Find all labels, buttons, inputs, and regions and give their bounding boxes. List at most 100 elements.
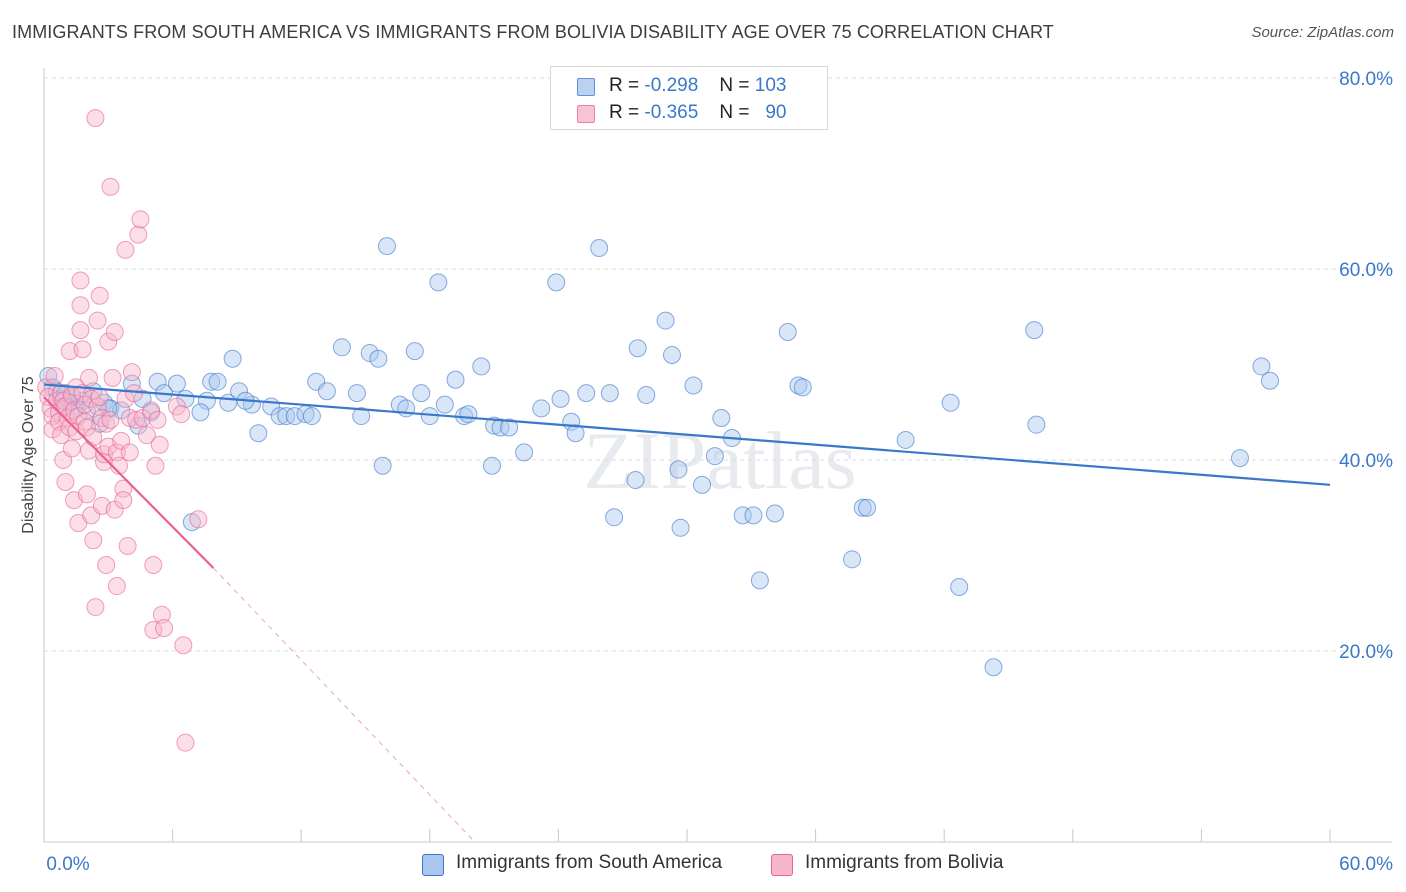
point-bolivia <box>45 366 64 385</box>
point-bolivia <box>99 332 118 351</box>
point-south-america <box>590 238 609 257</box>
point-bolivia <box>116 240 135 259</box>
y-tick-label: 80.0% <box>1339 69 1393 90</box>
point-south-america <box>712 408 731 427</box>
point-bolivia <box>152 605 171 624</box>
point-bolivia <box>101 410 120 429</box>
point-south-america <box>369 349 388 368</box>
r-label: R = <box>609 75 640 96</box>
point-south-america <box>377 237 396 256</box>
point-bolivia <box>137 426 156 445</box>
point-south-america <box>500 418 519 437</box>
point-south-america <box>429 273 448 292</box>
point-south-america <box>482 456 501 475</box>
point-south-america <box>459 405 478 424</box>
point-bolivia <box>90 387 109 406</box>
trend-line-bolivia-extension <box>212 567 476 843</box>
point-bolivia <box>144 556 163 575</box>
point-south-america <box>626 471 645 490</box>
trend-line-south-america <box>43 383 1331 486</box>
point-south-america <box>202 372 221 391</box>
point-bolivia <box>142 401 161 420</box>
point-south-america <box>858 498 877 517</box>
point-south-america <box>472 357 491 376</box>
legend-swatch-pink <box>577 105 595 123</box>
point-bolivia <box>114 491 133 510</box>
point-south-america <box>249 424 268 443</box>
point-bolivia <box>86 598 105 617</box>
point-south-america <box>223 349 242 368</box>
point-bolivia <box>88 311 107 330</box>
point-south-america <box>793 378 812 397</box>
point-south-america <box>332 338 351 357</box>
point-bolivia <box>73 340 92 359</box>
point-south-america <box>896 430 915 449</box>
point-bolivia <box>172 405 191 424</box>
axes <box>43 68 1392 843</box>
point-south-america <box>853 498 872 517</box>
point-bolivia <box>71 271 90 290</box>
point-bolivia <box>56 397 75 416</box>
point-south-america <box>733 506 752 525</box>
legend-label: Immigrants from Bolivia <box>805 852 1004 873</box>
point-south-america <box>1230 449 1249 468</box>
point-bolivia <box>105 323 124 342</box>
point-south-america <box>317 382 336 401</box>
point-bolivia <box>150 435 169 454</box>
point-bolivia <box>62 439 81 458</box>
y-axis-label: Disability Age Over 75 <box>20 376 37 534</box>
point-south-america <box>744 506 763 525</box>
point-south-america <box>843 550 862 569</box>
point-south-america <box>435 395 454 414</box>
trend-line-bolivia <box>43 396 215 569</box>
point-south-america <box>684 376 703 395</box>
n-label: N = <box>719 102 750 123</box>
point-south-america <box>577 384 596 403</box>
point-bolivia <box>80 368 99 387</box>
point-bolivia <box>176 733 195 752</box>
point-bolivia <box>120 443 139 462</box>
y-tick-label: 40.0% <box>1339 451 1393 472</box>
point-south-america <box>167 374 186 393</box>
point-bolivia <box>101 177 120 196</box>
point-south-america <box>208 372 227 391</box>
point-bolivia <box>174 636 193 655</box>
point-south-america <box>1252 357 1271 376</box>
tick-labels: 20.0% 40.0% 60.0% 80.0% 0.0% 60.0% <box>46 69 1393 875</box>
legend-label: Immigrants from South America <box>456 852 723 873</box>
point-south-america <box>600 384 619 403</box>
point-south-america <box>656 311 675 330</box>
point-south-america <box>950 578 969 597</box>
point-south-america <box>148 372 167 391</box>
point-bolivia <box>84 428 103 447</box>
point-south-america <box>485 416 504 435</box>
point-bolivia <box>90 286 109 305</box>
point-bolivia <box>71 321 90 340</box>
point-south-america <box>566 424 585 443</box>
point-south-america <box>551 389 570 408</box>
point-bolivia <box>77 485 96 504</box>
point-south-america <box>705 447 724 466</box>
x-tick-label: 0.0% <box>46 854 89 875</box>
point-south-america <box>628 339 647 358</box>
legend-swatch-pink <box>771 854 793 876</box>
r-label: R = <box>609 102 640 123</box>
point-bolivia <box>122 363 141 382</box>
point-south-america <box>1025 321 1044 340</box>
point-bolivia <box>103 368 122 387</box>
point-bolivia <box>71 296 90 315</box>
point-south-america <box>397 399 416 418</box>
point-bolivia <box>118 536 137 555</box>
point-south-america <box>360 344 379 363</box>
point-south-america <box>984 658 1003 677</box>
n-value: 90 <box>765 102 787 123</box>
point-south-america <box>765 504 784 523</box>
trend-lines <box>43 383 1331 843</box>
point-south-america <box>515 443 534 462</box>
point-south-america <box>302 407 321 426</box>
point-south-america <box>191 403 210 422</box>
point-bolivia <box>127 410 146 429</box>
point-south-america <box>662 345 681 364</box>
point-bolivia <box>129 225 148 244</box>
